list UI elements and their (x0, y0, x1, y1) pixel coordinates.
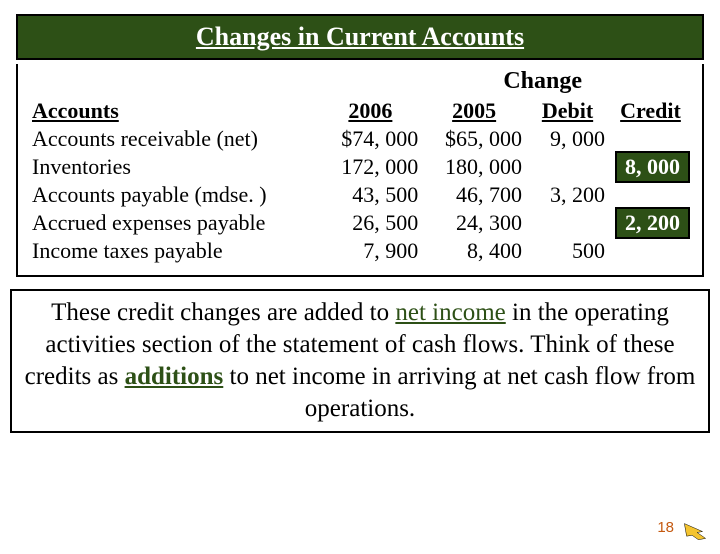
header-credit: Credit (609, 97, 692, 125)
row-2006: 7, 900 (319, 237, 423, 265)
row-2006: $74, 000 (319, 125, 423, 153)
change-group-label: Change (28, 68, 692, 95)
row-label: Income taxes payable (28, 237, 319, 265)
table-row: Accrued expenses payable 26, 500 24, 300… (28, 209, 692, 237)
row-2005: $65, 000 (422, 125, 526, 153)
row-2005: 8, 400 (422, 237, 526, 265)
page-number: 18 (657, 519, 674, 536)
row-2006: 172, 000 (319, 153, 423, 181)
row-debit: 9, 000 (526, 125, 609, 153)
row-label: Accrued expenses payable (28, 209, 319, 237)
row-credit (609, 125, 692, 153)
explain-text: These credit changes are added to (51, 299, 395, 326)
row-credit: 2, 200 (609, 209, 692, 237)
additions-emphasis: additions (125, 363, 224, 390)
net-income-emphasis: net income (395, 299, 505, 326)
credit-highlight: 8, 000 (615, 151, 690, 183)
explanation-box: These credit changes are added to net in… (10, 289, 710, 433)
accounts-table-container: Change Accounts 2006 2005 Debit Credit A… (16, 64, 704, 277)
header-accounts: Accounts (28, 97, 319, 125)
row-credit (609, 237, 692, 265)
explain-text: to net income in arriving at net cash fl… (223, 363, 695, 422)
row-credit (609, 181, 692, 209)
next-arrow-icon (684, 520, 706, 542)
row-2006: 26, 500 (319, 209, 423, 237)
table-header-row: Accounts 2006 2005 Debit Credit (28, 97, 692, 125)
row-debit: 3, 200 (526, 181, 609, 209)
row-2005: 180, 000 (422, 153, 526, 181)
table-row: Accounts receivable (net) $74, 000 $65, … (28, 125, 692, 153)
row-2005: 24, 300 (422, 209, 526, 237)
row-debit: 500 (526, 237, 609, 265)
credit-highlight: 2, 200 (615, 207, 690, 239)
row-label: Accounts payable (mdse. ) (28, 181, 319, 209)
header-debit: Debit (526, 97, 609, 125)
title-bar: Changes in Current Accounts (16, 14, 704, 60)
table-row: Accounts payable (mdse. ) 43, 500 46, 70… (28, 181, 692, 209)
page-title: Changes in Current Accounts (196, 22, 524, 51)
table-row: Income taxes payable 7, 900 8, 400 500 (28, 237, 692, 265)
row-debit (526, 153, 609, 181)
row-2005: 46, 700 (422, 181, 526, 209)
row-label: Accounts receivable (net) (28, 125, 319, 153)
table-row: Inventories 172, 000 180, 000 8, 000 (28, 153, 692, 181)
row-label: Inventories (28, 153, 319, 181)
accounts-table: Accounts 2006 2005 Debit Credit Accounts… (28, 97, 692, 265)
header-2005: 2005 (422, 97, 526, 125)
row-credit: 8, 000 (609, 153, 692, 181)
row-2006: 43, 500 (319, 181, 423, 209)
header-2006: 2006 (319, 97, 423, 125)
row-debit (526, 209, 609, 237)
